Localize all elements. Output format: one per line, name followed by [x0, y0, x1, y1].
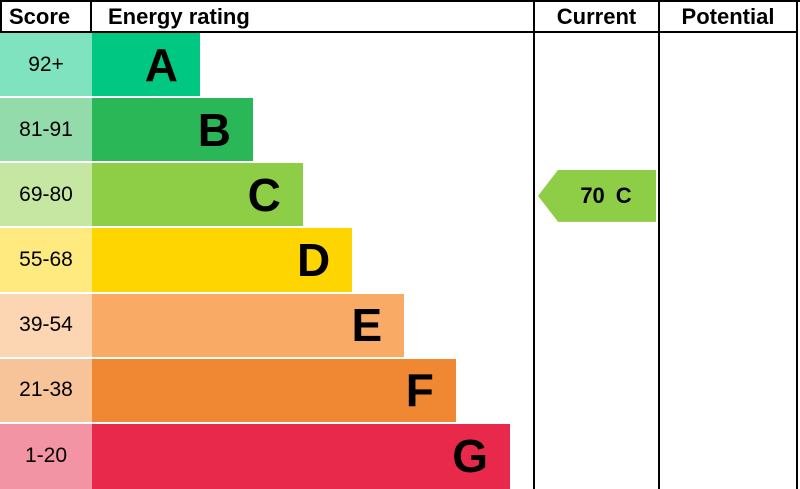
current-column-cell	[533, 228, 660, 294]
band-bar-g: G	[92, 423, 511, 489]
current-column-cell	[533, 358, 660, 424]
bar-area: D	[92, 228, 533, 294]
score-range-label: 55-68	[0, 228, 92, 294]
potential-column-cell	[660, 293, 798, 359]
band-letter: D	[296, 233, 331, 286]
bar-area: E	[92, 293, 533, 359]
bar-area: C	[92, 163, 533, 229]
score-range-label: 81-91	[0, 98, 92, 164]
score-range-label: 92+	[0, 33, 92, 99]
band-letter: C	[247, 168, 281, 221]
potential-column-cell	[660, 358, 798, 424]
band-letter: B	[197, 103, 231, 156]
score-range-label: 21-38	[0, 358, 92, 424]
potential-column-cell	[660, 98, 798, 164]
band-bar-d: D	[92, 228, 353, 294]
band-bar-a: A	[92, 33, 201, 99]
current-column-cell	[533, 33, 660, 99]
score-header: Score	[0, 2, 92, 33]
band-letter: E	[351, 299, 383, 352]
current-column-cell	[533, 293, 660, 359]
current-column-cell	[533, 423, 660, 489]
current-rating-value: 70	[580, 182, 605, 208]
band-bar-f: F	[92, 358, 456, 424]
band-bar-c: C	[92, 163, 303, 229]
band-letter: F	[405, 364, 434, 417]
potential-column-cell	[660, 163, 798, 229]
bar-area: A	[92, 33, 533, 99]
score-range-label: 39-54	[0, 293, 92, 359]
band-bar-e: E	[92, 293, 405, 359]
band-letter: A	[144, 38, 179, 91]
band-letter: G	[452, 430, 489, 483]
bar-area: F	[92, 358, 533, 424]
current-rating-band-letter: C	[615, 182, 632, 208]
score-range-label: 69-80	[0, 163, 92, 229]
score-range-label: 1-20	[0, 423, 92, 489]
current-rating-pointer: 70 C	[538, 169, 656, 222]
current-header: Current	[533, 2, 660, 33]
bar-area: B	[92, 98, 533, 164]
potential-header: Potential	[660, 2, 798, 33]
band-bar-b: B	[92, 98, 253, 164]
potential-column-cell	[660, 423, 798, 489]
bar-area: G	[92, 423, 533, 489]
energy-rating-header: Energy rating	[92, 2, 533, 33]
current-column-cell: 70 C	[533, 163, 660, 229]
potential-column-cell	[660, 33, 798, 99]
current-column-cell	[533, 98, 660, 164]
potential-column-cell	[660, 228, 798, 294]
